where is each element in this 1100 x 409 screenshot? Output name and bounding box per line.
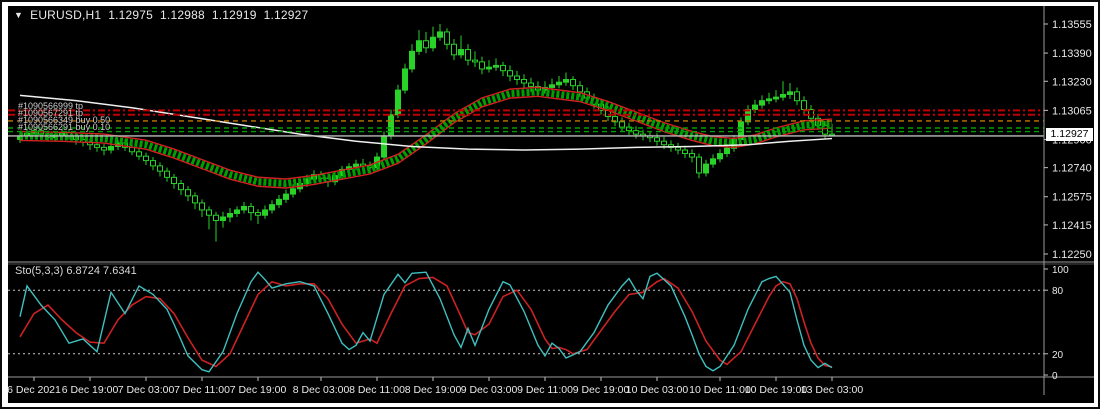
price-axis-label: 1.13555 [1052, 19, 1092, 31]
order-label-tp-1: #1090566999 tp [18, 101, 84, 111]
ohlc-close: 1.12927 [263, 8, 309, 22]
price-axis-label: 1.12740 [1052, 163, 1092, 175]
stochastic-indicator-label: Sto(5,3,3) 6.8724 7.6341 [15, 265, 137, 277]
price-axis-label: 1.12415 [1052, 220, 1092, 232]
time-axis-label: 10 Dec 03:00 [626, 384, 689, 396]
stochastic-plot[interactable] [8, 271, 1044, 373]
price-axis-label: 1.12250 [1052, 249, 1092, 261]
mt4-chart-window: 1.135551.133901.132301.130651.129001.127… [8, 6, 1094, 403]
order-label-buy-1: #1090566349 buy 0.50 [18, 115, 111, 125]
symbol-period-label: EURUSD,H1 [30, 8, 102, 22]
order-label-tp-2: #1090567291 tp [18, 108, 84, 118]
time-axis-label: 7 Dec 19:00 [230, 384, 287, 396]
time-axis-label: 8 Dec 03:00 [293, 384, 350, 396]
time-axis-label: 8 Dec 11:00 [349, 384, 405, 396]
price-axis-label: 1.13065 [1052, 105, 1092, 117]
time-axis-label: 6 Dec 19:00 [62, 384, 119, 396]
sto-axis-label: 80 [1052, 286, 1064, 297]
time-axis-label: 9 Dec 11:00 [517, 384, 573, 396]
time-axis-label: 7 Dec 03:00 [118, 384, 175, 396]
time-axis-label: 9 Dec 19:00 [573, 384, 630, 396]
symbol-dropdown-icon[interactable]: ▼ [14, 10, 24, 20]
ohlc-open: 1.12975 [108, 8, 154, 22]
ohlc-low: 1.12919 [211, 8, 257, 22]
price-axis-label: 1.12575 [1052, 192, 1092, 204]
chart-header: ▼ EURUSD,H1 1.12975 1.12988 1.12919 1.12… [14, 8, 308, 22]
price-axis-label: 1.13230 [1052, 76, 1092, 88]
order-label-buy-2: #1090566291 buy 0.10 [18, 122, 111, 132]
sto-axis-label: 20 [1052, 350, 1064, 361]
time-axis-label: 10 Dec 19:00 [745, 384, 808, 396]
sto-axis-label: 0 [1052, 371, 1058, 382]
time-axis-label: 9 Dec 03:00 [461, 384, 518, 396]
time-axis-label: 6 Dec 2021 [8, 384, 61, 396]
ohlc-high: 1.12988 [160, 8, 205, 22]
time-axis-label: 8 Dec 19:00 [405, 384, 462, 396]
current-price-box: 1.12927 [1046, 128, 1093, 142]
time-axis-label: 13 Dec 03:00 [801, 384, 864, 396]
chart-canvas[interactable]: 1.135551.133901.132301.130651.129001.127… [8, 6, 1094, 403]
time-axis-label: 7 Dec 11:00 [174, 384, 230, 396]
axes-and-scales[interactable]: 1.135551.133901.132301.130651.129001.127… [8, 6, 1094, 396]
main-price-plot[interactable] [8, 24, 1044, 242]
time-axis-label: 10 Dec 11:00 [689, 384, 751, 396]
sto-axis-label: 100 [1052, 265, 1069, 276]
price-axis-label: 1.13390 [1052, 48, 1092, 60]
